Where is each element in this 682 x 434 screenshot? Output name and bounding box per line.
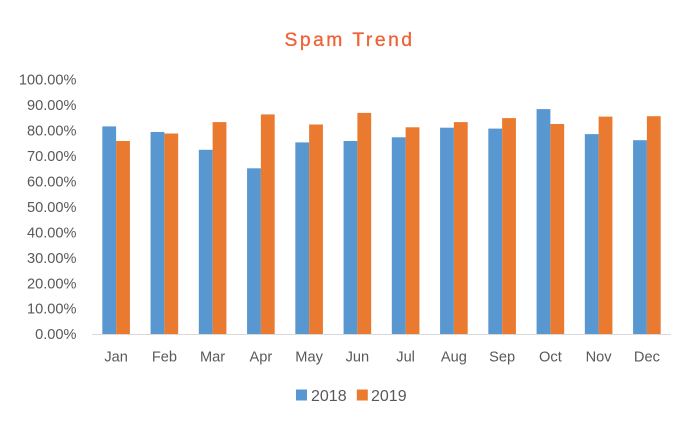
svg-text:Nov: Nov	[586, 349, 613, 365]
svg-text:Dec: Dec	[634, 349, 660, 365]
svg-text:100.00%: 100.00%	[19, 73, 77, 89]
svg-text:Aug: Aug	[441, 349, 467, 365]
svg-text:90.00%: 90.00%	[27, 98, 77, 114]
svg-text:80.00%: 80.00%	[27, 124, 77, 140]
svg-text:60.00%: 60.00%	[27, 174, 77, 190]
svg-text:Oct: Oct	[539, 349, 562, 365]
svg-text:Jan: Jan	[104, 349, 128, 365]
svg-text:40.00%: 40.00%	[27, 225, 77, 241]
svg-text:Apr: Apr	[250, 349, 273, 365]
svg-text:0.00%: 0.00%	[35, 327, 76, 343]
svg-text:Jun: Jun	[346, 349, 370, 365]
svg-text:2019: 2019	[371, 388, 407, 405]
svg-text:Sep: Sep	[489, 349, 515, 365]
svg-text:Jul: Jul	[396, 349, 415, 365]
svg-text:Feb: Feb	[152, 349, 177, 365]
svg-text:May: May	[295, 349, 323, 365]
svg-text:Spam Trend: Spam Trend	[284, 30, 414, 51]
svg-text:2018: 2018	[311, 388, 347, 405]
svg-text:20.00%: 20.00%	[27, 276, 77, 292]
svg-text:30.00%: 30.00%	[27, 251, 77, 267]
svg-text:Mar: Mar	[200, 349, 225, 365]
svg-text:70.00%: 70.00%	[27, 149, 77, 165]
svg-text:10.00%: 10.00%	[27, 302, 77, 318]
svg-text:50.00%: 50.00%	[27, 200, 77, 216]
